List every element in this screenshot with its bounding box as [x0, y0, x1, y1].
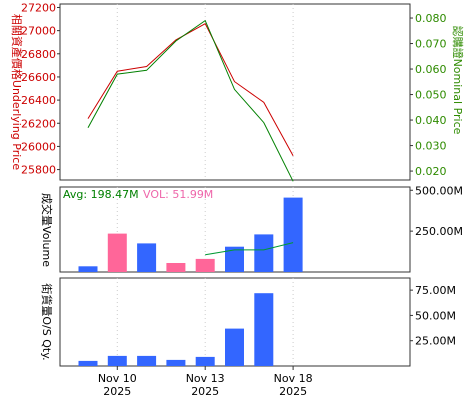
volume-bar: [254, 234, 274, 272]
price-panel: 25800 26000 26200 26400 26600 26800 27000 27200…: [10, 1, 465, 182]
volume-bar: [225, 246, 244, 272]
outstanding-axis-title: 街貨量O/S Qty.: [40, 283, 54, 360]
price-right-tick-label: 0.080: [415, 12, 447, 25]
x-tick-label-year: 2025: [279, 385, 307, 398]
outstanding-bar: [166, 359, 186, 366]
outstanding-tick-label: 25.00M: [415, 335, 456, 348]
outstanding-bar: [137, 355, 157, 366]
price-left-tick-label: 27000: [21, 25, 56, 38]
outstanding-tick-label: 75.00M: [415, 284, 456, 297]
underlying-price-line: [87, 23, 294, 156]
price-right-tick-label: 0.070: [415, 38, 447, 51]
outstanding-bar: [78, 360, 98, 366]
volume-bar: [166, 263, 186, 272]
volume-bar: [107, 233, 127, 272]
volume-tick-label: 250.00M: [415, 225, 463, 238]
price-left-tick-label: 26600: [21, 71, 56, 84]
outstanding-bar: [254, 293, 274, 366]
volume-panel: 250.00M 500.00M 成交量Volume Avg: 198.47M VOL: …: [40, 184, 463, 273]
volume-average-line: [205, 242, 294, 256]
volume-bar: [78, 266, 98, 272]
price-left-tick-label: 26000: [21, 140, 56, 153]
x-tick-label-date: Nov 10: [98, 372, 137, 385]
volume-bar: [195, 258, 215, 272]
outstanding-bar: [107, 355, 127, 366]
volume-tick-label: 500.00M: [415, 184, 463, 197]
x-tick-label-year: 2025: [103, 385, 131, 398]
outstanding-bar: [195, 356, 215, 366]
volume-vol-label: VOL: 51.99M: [143, 188, 213, 201]
volume-bar: [283, 197, 303, 272]
price-left-tick-label: 26200: [21, 117, 56, 130]
outstanding-panel: 25.00M 50.00M 75.00M 街貨量O/S Qty.: [40, 277, 456, 367]
price-right-tick-label: 0.030: [415, 140, 447, 153]
price-right-tick-label: 0.060: [415, 63, 447, 76]
x-tick-label-year: 2025: [191, 385, 219, 398]
price-left-tick-label: 26400: [21, 94, 56, 107]
price-right-tick-label: 0.050: [415, 89, 447, 102]
x-tick-label-date: Nov 18: [274, 372, 313, 385]
price-left-tick-label: 27200: [21, 1, 56, 14]
volume-avg-label: Avg: 198.47M: [63, 188, 139, 201]
price-right-axis-title: 認購證Nominal Price: [451, 26, 465, 135]
outstanding-tick-label: 50.00M: [415, 309, 456, 322]
nominal-price-line: [87, 19, 294, 182]
x-tick-label-date: Nov 13: [186, 372, 225, 385]
volume-axis-title: 成交量Volume: [40, 193, 54, 267]
price-left-tick-label: 26800: [21, 48, 56, 61]
volume-bar: [137, 243, 157, 272]
price-right-tick-label: 0.040: [415, 114, 447, 127]
price-left-tick-label: 25800: [21, 164, 56, 177]
price-right-tick-label: 0.020: [415, 165, 447, 178]
outstanding-bar: [225, 328, 244, 366]
price-plot-area: [59, 3, 411, 181]
price-left-axis-title: 相關資產價格Underlying Price: [10, 14, 24, 170]
